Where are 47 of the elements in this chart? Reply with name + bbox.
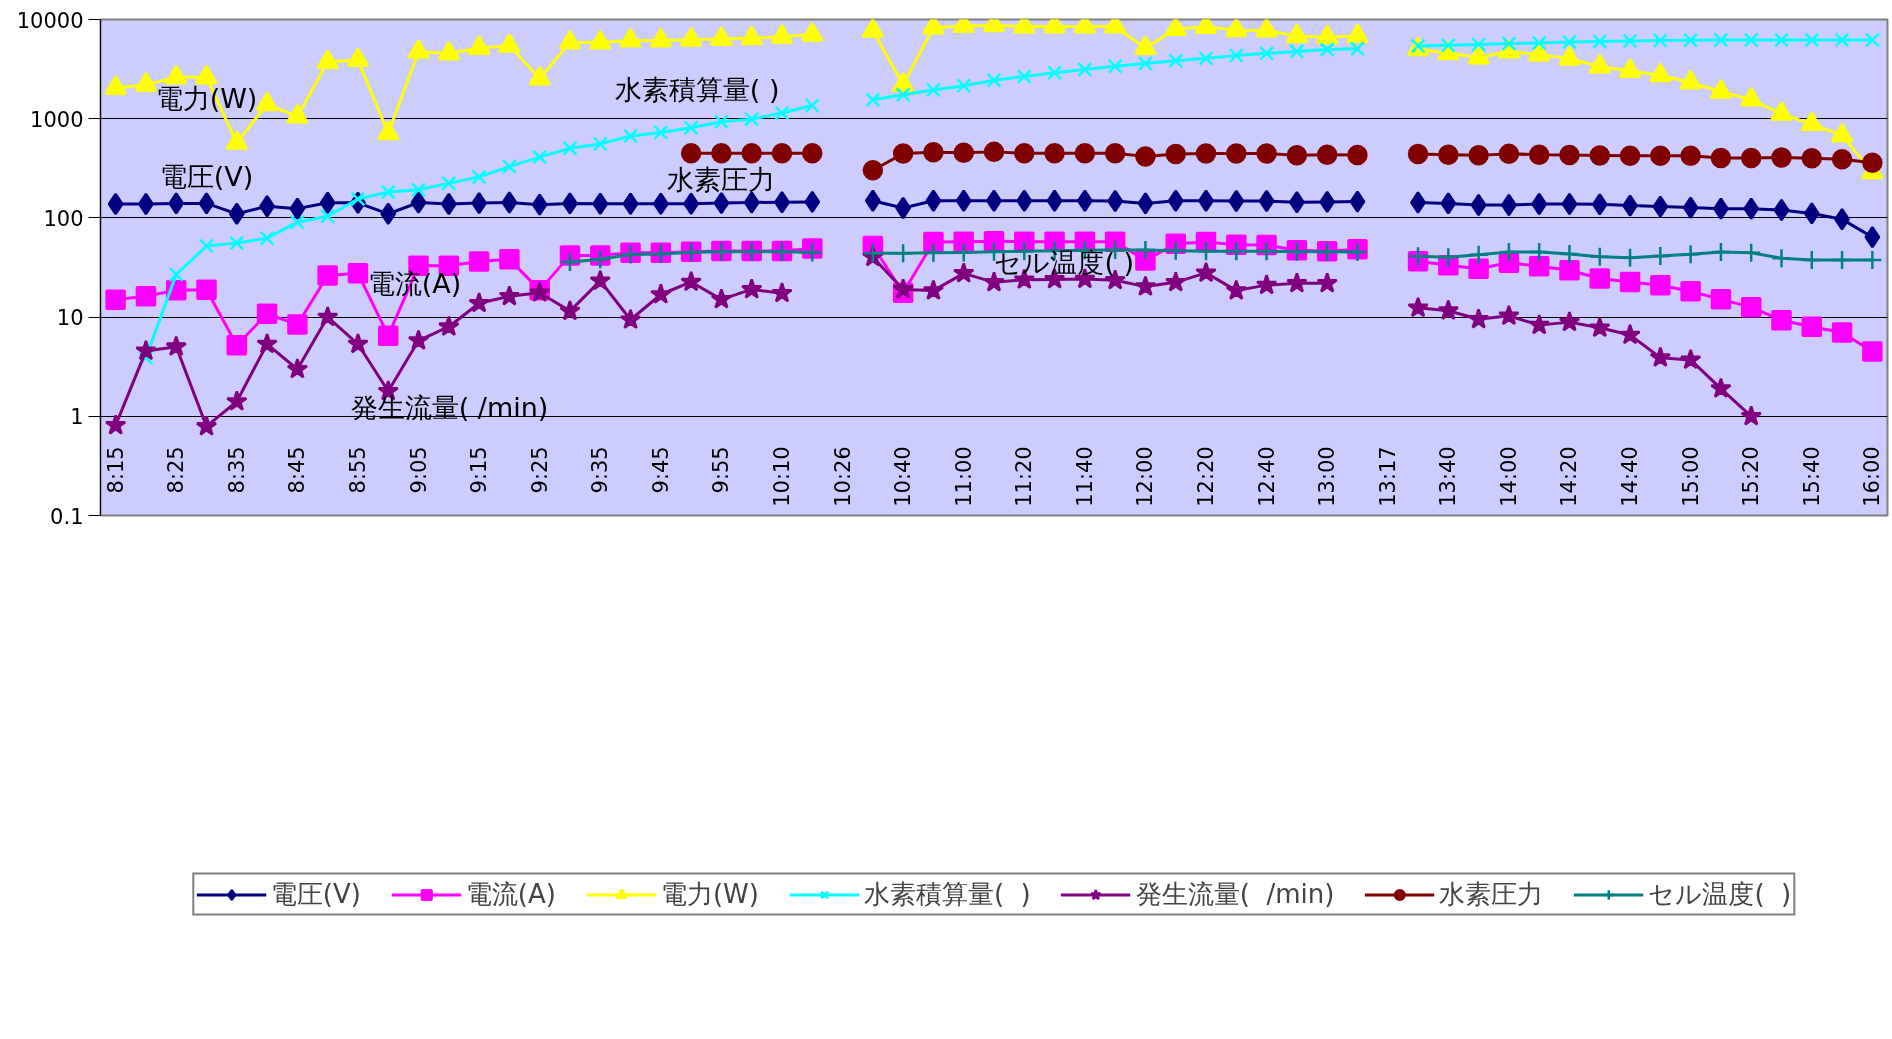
x-tick-label: 13:17 bbox=[1375, 446, 1400, 507]
x-tick-label: 12:20 bbox=[1194, 446, 1219, 507]
y-tick-label: 100 bbox=[43, 206, 84, 231]
x-tick-label: 10:10 bbox=[769, 446, 794, 507]
x-tick-label: 13:40 bbox=[1436, 446, 1461, 507]
text: 電圧(V) bbox=[159, 160, 254, 192]
x-tick-label: 12:00 bbox=[1133, 446, 1158, 507]
y-tick-label: 10 bbox=[56, 306, 84, 331]
x-tick-label: 13:00 bbox=[1315, 446, 1340, 507]
legend-label: 水素積算量( ) bbox=[863, 877, 1031, 911]
x-tick-label: 11:40 bbox=[1072, 446, 1097, 507]
x-tick-label: 12:40 bbox=[1254, 446, 1279, 507]
x-tick-label: 11:00 bbox=[951, 446, 976, 507]
x-tick-label: 16:00 bbox=[1860, 446, 1885, 507]
x-tick-label: 14:00 bbox=[1496, 446, 1521, 507]
x-tick-label: 15:20 bbox=[1739, 446, 1764, 507]
text: 水素積算量( ) bbox=[614, 74, 780, 106]
x-tick-label: 8:25 bbox=[164, 446, 189, 494]
x-tick-label: 9:35 bbox=[588, 446, 613, 494]
text: 水素圧力 bbox=[667, 163, 776, 195]
legend-label: 電圧(V) bbox=[270, 877, 361, 911]
legend-label: 電力(W) bbox=[660, 877, 759, 911]
legend-label: 発生流量( /min) bbox=[1135, 877, 1335, 911]
x-tick-label: 10:40 bbox=[891, 446, 916, 507]
legend-label: セル温度( ) bbox=[1648, 877, 1792, 911]
x-tick-label: 9:05 bbox=[406, 446, 431, 494]
x-tick-label: 11:20 bbox=[1012, 446, 1037, 507]
x-tick-label: 15:00 bbox=[1678, 446, 1703, 507]
y-tick-label: 10000 bbox=[16, 8, 84, 33]
x-tick-label: 14:20 bbox=[1557, 446, 1582, 507]
x-tick-label: 9:15 bbox=[467, 446, 492, 494]
x-tick-label: 14:40 bbox=[1618, 446, 1643, 507]
x-tick-label: 9:55 bbox=[709, 446, 734, 494]
legend-label: 水素圧力 bbox=[1439, 877, 1544, 911]
x-tick-label: 8:15 bbox=[103, 446, 128, 494]
y-tick-label: 1 bbox=[70, 405, 84, 430]
x-tick-label: 15:40 bbox=[1799, 446, 1824, 507]
x-tick-label: 10:26 bbox=[830, 446, 855, 507]
y-tick-label: 0.1 bbox=[50, 504, 84, 529]
x-tick-label: 8:45 bbox=[285, 446, 310, 494]
legend-label: 電流(A) bbox=[465, 877, 556, 911]
x-tick-label: 9:25 bbox=[527, 446, 552, 494]
text: セル温度( ) bbox=[994, 247, 1135, 279]
x-tick-label: 9:45 bbox=[648, 446, 673, 494]
x-tick-label: 8:55 bbox=[345, 446, 370, 494]
x-tick-label: 8:35 bbox=[224, 446, 249, 494]
y-tick-label: 1000 bbox=[30, 107, 84, 132]
